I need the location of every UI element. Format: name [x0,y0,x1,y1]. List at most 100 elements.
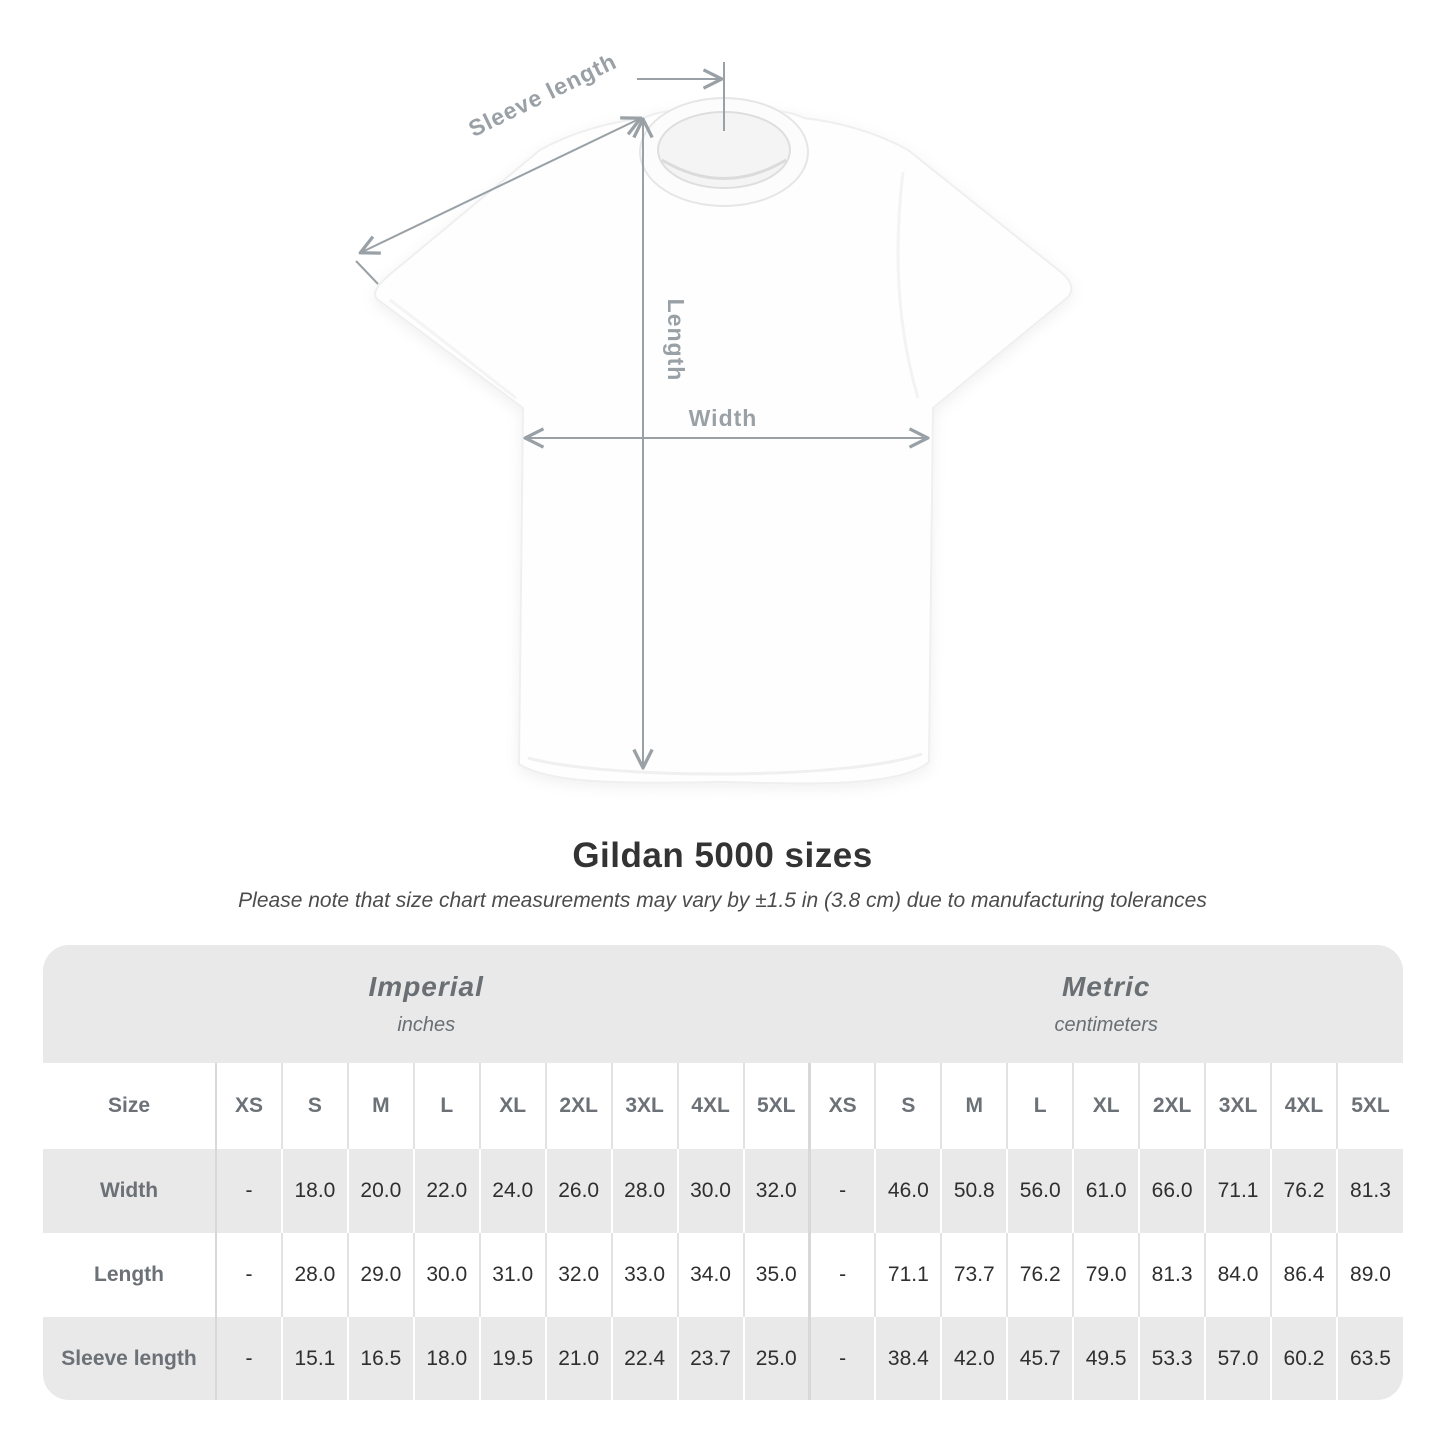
value-cell: - [807,1149,876,1233]
value-cell: 16.5 [346,1317,414,1400]
collar-inner-shadow [661,158,787,180]
value-cell: 73.7 [940,1233,1008,1317]
value-cell: 71.1 [1204,1149,1271,1233]
size-col-header: 5XL [1335,1063,1403,1149]
value-cell: 21.0 [544,1317,612,1400]
size-col-header: 3XL [610,1063,678,1149]
value-cell: 29.0 [346,1233,414,1317]
title-block: Gildan 5000 sizes Please note that size … [0,836,1445,913]
value-cell: 15.1 [280,1317,348,1400]
value-cell: - [215,1233,282,1317]
value-cell: 32.0 [742,1149,810,1233]
imperial-label: Imperial [368,971,484,1002]
value-cell: 81.3 [1335,1149,1403,1233]
width-label: Width [689,405,758,431]
value-cell: 63.5 [1335,1317,1403,1400]
tshirt-measurement-diagram: Sleeve length Length Width [355,48,1073,785]
value-cell: 28.0 [610,1149,678,1233]
size-header-row: Size XS S M L XL 2XL 3XL 4XL 5XL XS S M … [43,1063,1403,1149]
unit-group-row: Imperial inches Metric centimeters [43,945,1403,1063]
value-cell: 86.4 [1270,1233,1337,1317]
value-cell: 32.0 [544,1233,612,1317]
size-col-header: 4XL [676,1063,744,1149]
value-cell: 46.0 [874,1149,942,1233]
metric-unit-label: centimeters [1054,1014,1158,1036]
sleeve-length-arrow [362,119,639,252]
length-label: Length [663,299,689,382]
size-col-header: 2XL [544,1063,612,1149]
value-cell: 30.0 [676,1149,744,1233]
value-cell: 28.0 [280,1233,348,1317]
value-cell: 89.0 [1335,1233,1403,1317]
size-table: Imperial inches Metric centimeters Size … [43,945,1403,1400]
page-title: Gildan 5000 sizes [572,836,873,875]
value-cell: 76.2 [1270,1149,1337,1233]
value-cell: 25.0 [742,1317,810,1400]
imperial-unit-label: inches [397,1014,456,1036]
value-cell: - [807,1233,876,1317]
value-cell: 22.0 [412,1149,480,1233]
value-cell: 50.8 [940,1149,1008,1233]
size-col-header: 5XL [742,1063,810,1149]
value-cell: 38.4 [874,1317,942,1400]
value-cell: 81.3 [1138,1233,1206,1317]
tshirt-body [374,106,1073,785]
sleeve-length-row: Sleeve length - 15.1 16.5 18.0 19.5 21.0… [43,1317,1403,1400]
size-col-header: XL [1072,1063,1140,1149]
value-cell: 42.0 [940,1317,1008,1400]
value-cell: 49.5 [1072,1317,1140,1400]
value-cell: 31.0 [478,1233,546,1317]
size-col-header: 2XL [1138,1063,1206,1149]
width-row: Width - 18.0 20.0 22.0 24.0 26.0 28.0 30… [43,1149,1403,1233]
value-cell: 26.0 [544,1149,612,1233]
value-cell: 53.3 [1138,1317,1206,1400]
value-cell: 57.0 [1204,1317,1271,1400]
size-table-card: Imperial inches Metric centimeters Size … [43,945,1403,1400]
size-col-header: L [1006,1063,1074,1149]
value-cell: 33.0 [610,1233,678,1317]
value-cell: 45.7 [1006,1317,1074,1400]
value-cell: 18.0 [412,1317,480,1400]
metric-group-header: Metric centimeters [809,945,1403,1063]
row-label: Length [43,1233,216,1317]
tolerance-note: Please note that size chart measurements… [238,889,1207,912]
value-cell: 60.2 [1270,1317,1337,1400]
value-cell: 19.5 [478,1317,546,1400]
size-col-header: 3XL [1204,1063,1271,1149]
size-col-header: XS [807,1063,876,1149]
value-cell: - [215,1149,282,1233]
value-cell: 76.2 [1006,1233,1074,1317]
row-label: Width [43,1149,216,1233]
size-col-header: S [280,1063,348,1149]
value-cell: 30.0 [412,1233,480,1317]
value-cell: 66.0 [1138,1149,1206,1233]
row-label: Sleeve length [43,1317,216,1400]
value-cell: 34.0 [676,1233,744,1317]
value-cell: 56.0 [1006,1149,1074,1233]
value-cell: 24.0 [478,1149,546,1233]
value-cell: 23.7 [676,1317,744,1400]
length-row: Length - 28.0 29.0 30.0 31.0 32.0 33.0 3… [43,1233,1403,1317]
size-col-header: 4XL [1270,1063,1337,1149]
value-cell: 79.0 [1072,1233,1140,1317]
tshirt-diagram-svg: Sleeve length Length Width [355,48,1073,785]
size-col-header: M [346,1063,414,1149]
size-col-header: S [874,1063,942,1149]
right-chest-fold [896,171,920,399]
value-cell: 35.0 [742,1233,810,1317]
size-col-header: XL [478,1063,546,1149]
size-col-header: M [940,1063,1008,1149]
value-cell: 18.0 [280,1149,348,1233]
metric-label: Metric [1061,971,1151,1002]
size-col-header: XS [215,1063,282,1149]
dimension-lines [355,62,926,766]
value-cell: 71.1 [874,1233,942,1317]
value-cell: - [807,1317,876,1400]
value-cell: 20.0 [346,1149,414,1233]
hem-shadow [527,752,923,776]
value-cell: 61.0 [1072,1149,1140,1233]
value-cell: 84.0 [1204,1233,1271,1317]
sleeve-length-extension [355,260,379,285]
value-cell: 22.4 [610,1317,678,1400]
size-corner-header: Size [43,1063,216,1149]
